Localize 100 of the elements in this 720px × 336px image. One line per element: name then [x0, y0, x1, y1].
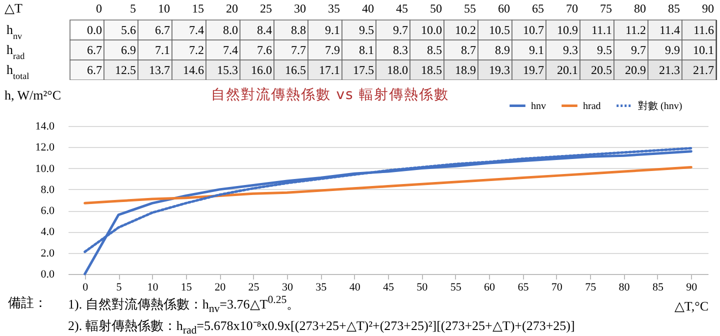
line-series — [84, 150, 692, 276]
data-label: 11.2 — [625, 23, 646, 37]
data-label: 7.6 — [257, 43, 272, 57]
data-label: 9.7 — [393, 23, 408, 37]
y-tick-label: h$_{nv}$ — [6, 22, 23, 41]
data-label: 7.9 — [325, 43, 340, 57]
data-label: 12.5 — [115, 63, 136, 77]
data-label: 6.7 — [155, 23, 170, 37]
data-label: 6.9 — [121, 43, 136, 57]
data-label: 7.2 — [189, 43, 204, 57]
y-tick-label: 14.0 — [35, 120, 55, 132]
x-tick-label: 10 — [158, 2, 170, 16]
x-tick-label: 15 — [192, 2, 204, 16]
legend-label: 對數 (hnv) — [638, 100, 682, 112]
text: 2). 輻射傳熱係數：h$_{rad}$=5.678x10⁻⁸x0.9x[(273+25+△T)²+(273+25)²][(273+25+△T)+(273+25)] — [68, 317, 575, 336]
x-tick-label: 70 — [551, 282, 563, 294]
data-label: 17.1 — [319, 63, 340, 77]
x-tick-label: 60 — [498, 2, 510, 16]
x-tick-label: 25 — [248, 282, 260, 294]
legend-label: hnv — [531, 100, 546, 112]
y-tick-label: h$_{total}$ — [6, 62, 30, 81]
x-tick-label: 5 — [116, 282, 122, 294]
data-label: 10.5 — [489, 23, 510, 37]
x-tick-label: 90 — [702, 2, 714, 16]
data-label: 7.4 — [223, 43, 238, 57]
y-tick-label: 6.0 — [40, 205, 55, 218]
y-tick-label: 4.0 — [40, 226, 55, 238]
data-label: 10.2 — [455, 23, 476, 37]
data-label: 9.9 — [665, 43, 680, 57]
x-tick-label: 90 — [686, 282, 698, 294]
data-label: 9.7 — [631, 43, 646, 57]
data-label: 9.5 — [597, 43, 612, 57]
data-label: 18.9 — [455, 63, 476, 77]
x-tick-label: 25 — [260, 2, 272, 16]
data-label: 11.1 — [591, 23, 612, 37]
x-tick-label: 65 — [518, 282, 530, 294]
data-label: 16.5 — [285, 63, 306, 77]
data-label: 8.9 — [495, 43, 510, 57]
data-label: 7.4 — [189, 23, 204, 37]
data-label: 9.5 — [359, 23, 374, 37]
data-label: 20.5 — [591, 63, 612, 77]
x-tick-label: 65 — [532, 2, 544, 16]
data-label: 15.3 — [217, 63, 238, 77]
x-tick-label: 50 — [416, 282, 428, 294]
data-label: 19.3 — [489, 63, 510, 77]
data-label: 18.5 — [421, 63, 442, 77]
data-label: 6.7 — [87, 43, 102, 57]
line-series — [84, 166, 692, 204]
x-axis-title: △T,°C — [674, 298, 708, 314]
x-tick-label: 60 — [484, 282, 496, 294]
data-label: 13.7 — [149, 63, 170, 77]
x-tick-label: 55 — [450, 282, 462, 294]
x-tick-label: 0 — [96, 2, 102, 16]
data-label: 20.9 — [625, 63, 646, 77]
x-axis-title: △T — [4, 0, 22, 16]
data-label: 21.3 — [659, 63, 680, 77]
data-label: 10.1 — [693, 43, 714, 57]
data-label: 10.9 — [557, 23, 578, 37]
y-axis-title: h, W/m²°C — [4, 88, 62, 102]
data-label: 17.5 — [353, 63, 374, 77]
x-tick-label: 75 — [585, 282, 597, 294]
data-label: 8.0 — [223, 23, 238, 37]
y-tick-label: 2.0 — [40, 247, 55, 260]
x-tick-label: 85 — [668, 2, 680, 16]
y-tick-label: 10.0 — [35, 162, 55, 175]
data-label: 10.7 — [523, 23, 544, 37]
legend-label: hrad — [583, 100, 601, 112]
x-tick-label: 30 — [282, 282, 294, 294]
x-tick-label: 55 — [464, 2, 476, 16]
data-label: 18.0 — [387, 63, 408, 77]
x-tick-label: 35 — [316, 282, 328, 294]
x-tick-label: 10 — [147, 282, 159, 294]
data-label: 14.6 — [183, 63, 204, 77]
x-tick-label: 85 — [652, 282, 664, 294]
text: 備註： — [8, 294, 47, 312]
x-tick-label: 75 — [600, 2, 612, 16]
y-tick-label: 0.0 — [40, 268, 55, 280]
data-label: 6.7 — [87, 63, 102, 77]
data-label: 8.1 — [359, 43, 374, 57]
data-label: 10.0 — [421, 23, 442, 37]
y-tick-label: h$_{rad}$ — [6, 42, 26, 61]
data-label: 9.1 — [325, 23, 340, 37]
data-label: 20.1 — [557, 63, 578, 77]
data-label: 11.4 — [659, 23, 680, 37]
x-tick-label: 45 — [396, 2, 408, 16]
data-label: 7.7 — [291, 43, 306, 57]
x-tick-label: 50 — [430, 2, 442, 16]
chart-title: 自然對流傳熱係數 vs 輻射傳熱係數 — [210, 86, 450, 104]
x-tick-label: 0 — [82, 282, 89, 294]
x-tick-label: 20 — [226, 2, 238, 16]
x-tick-label: 5 — [130, 2, 136, 16]
data-label: 8.4 — [257, 23, 272, 37]
text: 1). 自然對流傳熱係數：h$_{nv}$=3.76△T$^{0.25}$。 — [68, 294, 300, 315]
data-label: 8.3 — [393, 43, 408, 57]
y-tick-label: 8.0 — [40, 184, 55, 196]
x-tick-label: 35 — [328, 2, 340, 16]
x-tick-label: 70 — [566, 2, 578, 16]
x-tick-label: 30 — [294, 2, 306, 16]
data-label: 8.7 — [461, 43, 476, 57]
data-label: 16.0 — [251, 63, 272, 77]
